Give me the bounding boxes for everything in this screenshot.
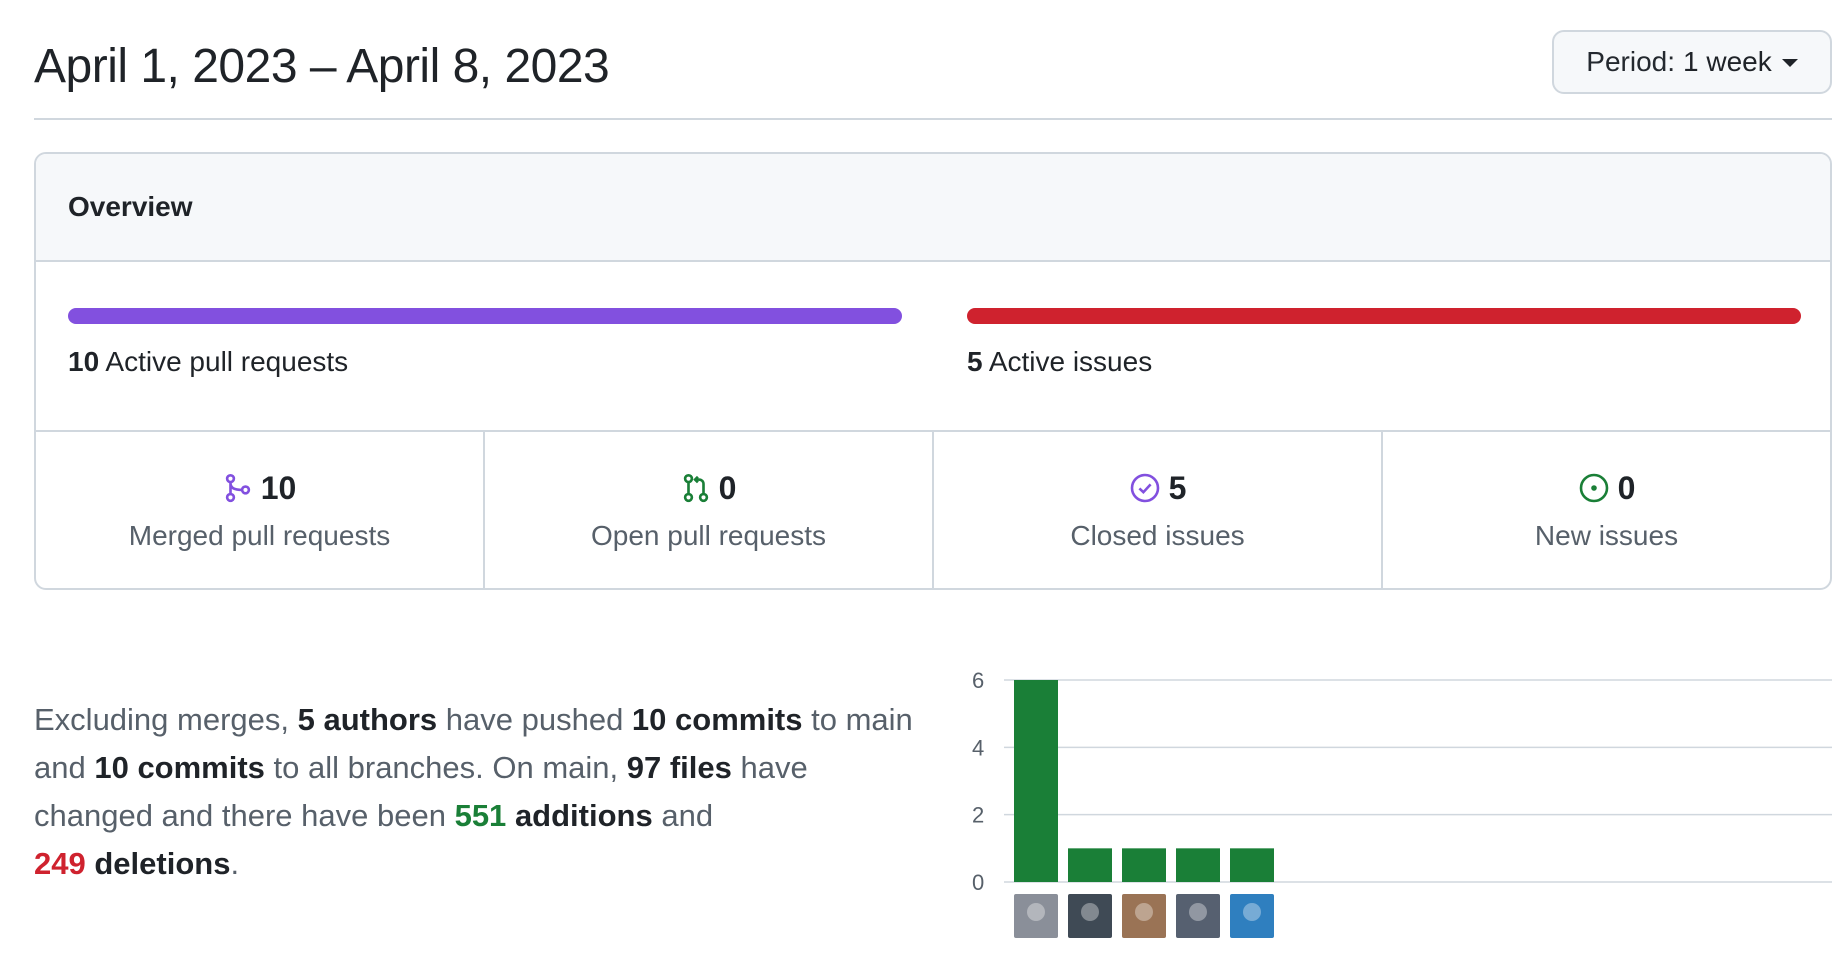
avatar-face — [1135, 903, 1153, 921]
merged-prs-label: Merged pull requests — [128, 520, 391, 551]
open-prs-label: Open pull requests — [590, 520, 827, 551]
commit-bar[interactable] — [1014, 680, 1058, 882]
avatar-face — [1081, 903, 1099, 921]
page-header: April 1, 2023 – April 8, 2023 Period: 1 … — [34, 0, 1832, 120]
author-avatar[interactable] — [1230, 894, 1274, 938]
stat-closed-issues[interactable]: 5 Closed issues — [934, 432, 1383, 588]
stats-row: 10 Merged pull requests 0 Open pull requ… — [36, 432, 1830, 588]
active-issues-block[interactable]: 5 Active issues — [967, 308, 1801, 378]
period-label: Period: — [1586, 46, 1675, 77]
stat-new-issues[interactable]: 0 New issues — [1383, 432, 1830, 588]
active-issues-bar — [967, 308, 1801, 324]
commit-bar[interactable] — [1230, 848, 1274, 882]
commits-bar-chart: 0 2 4 6 — [972, 668, 1832, 938]
page-title: April 1, 2023 – April 8, 2023 — [34, 40, 610, 93]
overview-title: Overview — [68, 191, 193, 222]
summary-text: and — [652, 798, 714, 833]
summary-authors: 5 authors — [297, 702, 438, 737]
active-issues-label: Active issues — [988, 346, 1153, 377]
avatar-face — [1027, 903, 1045, 921]
issue-opened-icon — [1579, 473, 1608, 503]
active-prs-label: Active pull requests — [105, 346, 349, 377]
y-tick-label: 0 — [972, 870, 984, 895]
stat-merged-prs[interactable]: 10 Merged pull requests — [36, 432, 485, 588]
period-select-button[interactable]: Period: 1 week — [1552, 30, 1832, 94]
active-prs-count: 10 — [68, 346, 100, 377]
summary-text: to main and — [34, 702, 913, 785]
triangle-down-icon — [1781, 59, 1798, 67]
commit-bar[interactable] — [1122, 848, 1166, 882]
y-tick-label: 4 — [972, 735, 984, 760]
git-pull-request-icon — [683, 473, 708, 503]
merged-prs-value: 10 — [260, 469, 297, 506]
commit-bar[interactable] — [1176, 848, 1220, 882]
active-issues-count: 5 — [967, 346, 983, 377]
author-avatar[interactable] — [1014, 894, 1058, 938]
active-issues-caption: 5 Active issues — [967, 346, 1801, 378]
y-tick-label: 6 — [972, 668, 984, 693]
new-issues-value: 0 — [1617, 469, 1636, 506]
summary-files: 97 files — [626, 750, 732, 785]
active-prs-block[interactable]: 10 Active pull requests — [68, 308, 902, 378]
overview-header: Overview — [36, 154, 1830, 262]
git-merge-icon — [225, 473, 250, 503]
closed-issues-label: Closed issues — [1070, 520, 1245, 551]
avatar-face — [1189, 903, 1207, 921]
active-prs-bar — [68, 308, 902, 324]
activity-bars: 10 Active pull requests 5 Active issues — [36, 262, 1830, 432]
new-issues-label: New issues — [1534, 520, 1679, 551]
author-avatar[interactable] — [1176, 894, 1220, 938]
summary-text: have pushed — [437, 702, 632, 737]
closed-issues-value: 5 — [1168, 469, 1187, 506]
commit-summary: Excluding merges, 5 authors have pushed … — [34, 696, 914, 888]
summary-text: Excluding merges, — [34, 702, 298, 737]
period-value: 1 week — [1683, 46, 1772, 77]
open-prs-value: 0 — [718, 469, 737, 506]
author-avatar[interactable] — [1122, 894, 1166, 938]
summary-deletions-word: deletions — [94, 846, 231, 881]
y-tick-label: 2 — [972, 803, 984, 828]
commit-bar[interactable] — [1068, 848, 1112, 882]
commits-chart: 0 2 4 6 — [956, 660, 1832, 950]
summary-text: . — [230, 846, 240, 881]
issue-closed-icon — [1130, 473, 1159, 503]
avatar-face — [1243, 903, 1261, 921]
summary-deletions-count: 249 — [34, 846, 86, 881]
author-avatar[interactable] — [1068, 894, 1112, 938]
overview-panel: Overview 10 Active pull requests 5 Activ… — [34, 152, 1832, 590]
active-prs-caption: 10 Active pull requests — [68, 346, 902, 378]
stat-open-prs[interactable]: 0 Open pull requests — [485, 432, 934, 588]
summary-text: to all branches. On main, — [264, 750, 627, 785]
summary-commits-all: 10 commits — [94, 750, 265, 785]
summary-additions-word: additions — [514, 798, 653, 833]
summary-text: have changed and there have been — [34, 750, 808, 833]
summary-additions-count: 551 — [454, 798, 507, 833]
summary-commits-main: 10 commits — [631, 702, 803, 737]
